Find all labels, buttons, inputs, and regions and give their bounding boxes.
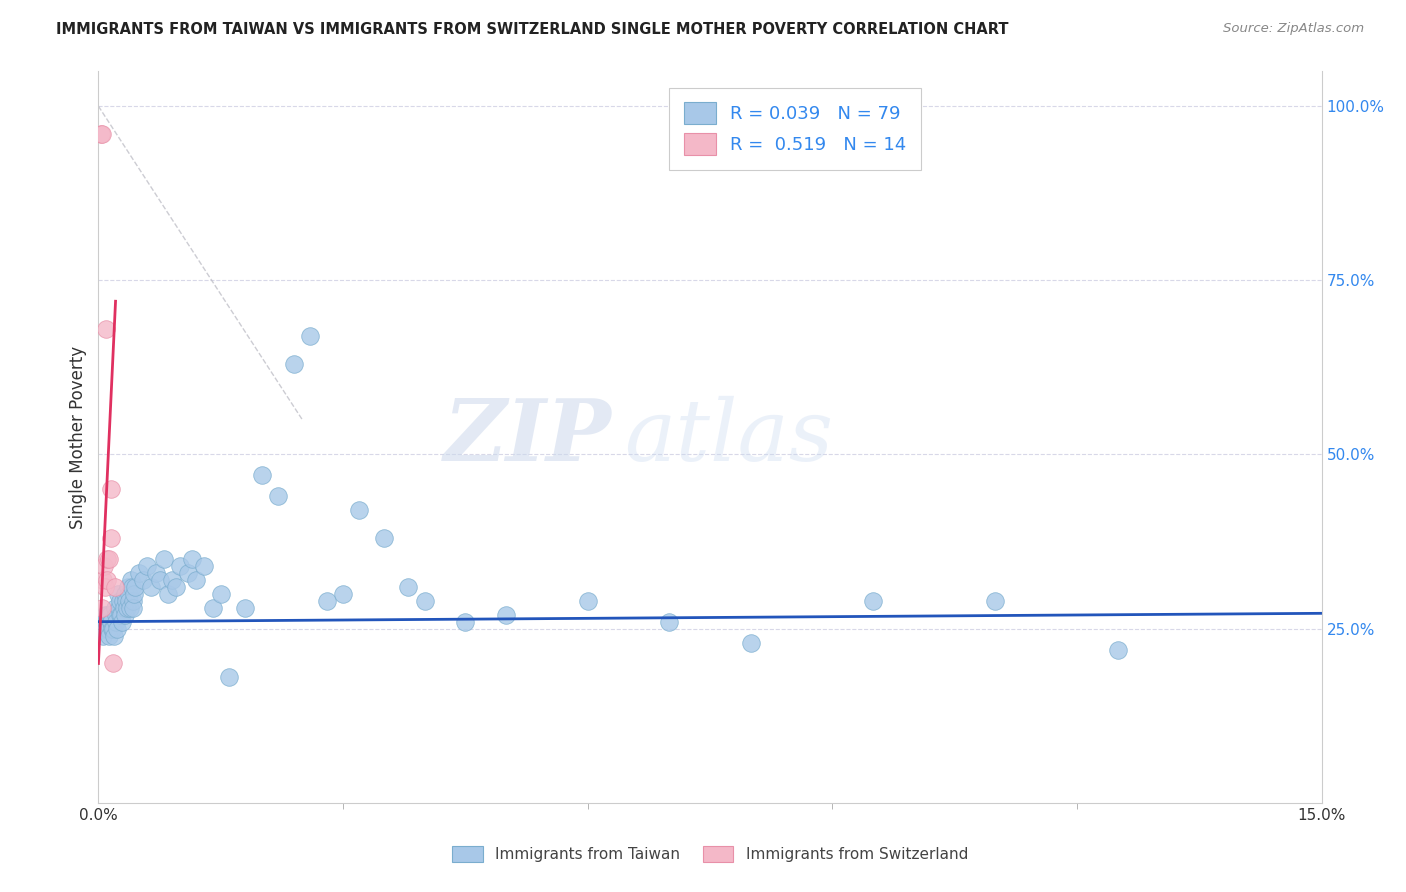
Point bbox=[93, 558, 115, 573]
Point bbox=[145, 566, 167, 580]
Point bbox=[193, 558, 215, 573]
Point bbox=[110, 594, 132, 608]
Point bbox=[90, 127, 112, 141]
Point bbox=[332, 587, 354, 601]
Point bbox=[110, 607, 132, 622]
Point bbox=[128, 566, 150, 580]
Point bbox=[120, 573, 142, 587]
Point bbox=[186, 573, 208, 587]
Point bbox=[98, 629, 121, 643]
Text: atlas: atlas bbox=[624, 396, 834, 478]
Point bbox=[91, 600, 114, 615]
Point bbox=[862, 594, 884, 608]
Point bbox=[103, 629, 125, 643]
Point bbox=[96, 552, 118, 566]
Point bbox=[100, 531, 122, 545]
Point bbox=[121, 580, 143, 594]
Point bbox=[396, 580, 419, 594]
Point bbox=[96, 573, 118, 587]
Point bbox=[108, 600, 131, 615]
Point bbox=[94, 615, 117, 629]
Point bbox=[267, 489, 290, 503]
Point bbox=[111, 594, 134, 608]
Point bbox=[115, 594, 138, 608]
Point bbox=[98, 552, 121, 566]
Point bbox=[740, 635, 762, 649]
Point bbox=[94, 580, 117, 594]
Point bbox=[283, 357, 305, 371]
Point bbox=[121, 594, 143, 608]
Point bbox=[152, 552, 174, 566]
Point bbox=[132, 573, 155, 587]
Point bbox=[100, 615, 122, 629]
Point bbox=[454, 615, 477, 629]
Point bbox=[136, 558, 159, 573]
Point bbox=[112, 600, 135, 615]
Point bbox=[101, 657, 124, 671]
Point bbox=[120, 600, 142, 615]
Point bbox=[98, 607, 121, 622]
Point bbox=[114, 587, 136, 601]
Legend: Immigrants from Taiwan, Immigrants from Switzerland: Immigrants from Taiwan, Immigrants from … bbox=[446, 840, 974, 868]
Point bbox=[94, 322, 117, 336]
Point bbox=[108, 607, 131, 622]
Point bbox=[91, 629, 114, 643]
Point bbox=[149, 573, 172, 587]
Point bbox=[250, 468, 273, 483]
Point bbox=[107, 587, 129, 601]
Point bbox=[90, 127, 112, 141]
Y-axis label: Single Mother Poverty: Single Mother Poverty bbox=[69, 345, 87, 529]
Point bbox=[97, 622, 120, 636]
Point bbox=[299, 329, 322, 343]
Point bbox=[117, 580, 139, 594]
Point bbox=[94, 607, 117, 622]
Point bbox=[100, 483, 122, 497]
Point bbox=[115, 600, 138, 615]
Point bbox=[169, 558, 191, 573]
Point bbox=[111, 615, 134, 629]
Point bbox=[495, 607, 517, 622]
Point bbox=[373, 531, 395, 545]
Point bbox=[124, 580, 146, 594]
Point bbox=[141, 580, 163, 594]
Point bbox=[104, 607, 127, 622]
Point bbox=[90, 615, 112, 629]
Point bbox=[101, 622, 124, 636]
Point bbox=[96, 615, 118, 629]
Point bbox=[122, 600, 145, 615]
Point bbox=[104, 580, 127, 594]
Point bbox=[96, 607, 118, 622]
Point bbox=[209, 587, 232, 601]
Point bbox=[233, 600, 256, 615]
Point bbox=[105, 615, 128, 629]
Point bbox=[984, 594, 1007, 608]
Point bbox=[91, 622, 114, 636]
Point bbox=[658, 615, 681, 629]
Point bbox=[218, 670, 240, 684]
Point bbox=[118, 594, 141, 608]
Point bbox=[201, 600, 224, 615]
Point bbox=[315, 594, 337, 608]
Point bbox=[90, 622, 112, 636]
Point bbox=[100, 615, 122, 629]
Point bbox=[160, 573, 183, 587]
Point bbox=[1107, 642, 1129, 657]
Point bbox=[576, 594, 599, 608]
Point bbox=[177, 566, 200, 580]
Text: Source: ZipAtlas.com: Source: ZipAtlas.com bbox=[1223, 22, 1364, 36]
Point bbox=[105, 622, 128, 636]
Point bbox=[165, 580, 187, 594]
Point bbox=[413, 594, 436, 608]
Point bbox=[181, 552, 204, 566]
Text: IMMIGRANTS FROM TAIWAN VS IMMIGRANTS FROM SWITZERLAND SINGLE MOTHER POVERTY CORR: IMMIGRANTS FROM TAIWAN VS IMMIGRANTS FRO… bbox=[56, 22, 1008, 37]
Point bbox=[101, 622, 124, 636]
Point bbox=[91, 573, 114, 587]
Point bbox=[117, 587, 139, 601]
Text: ZIP: ZIP bbox=[444, 395, 612, 479]
Point bbox=[156, 587, 179, 601]
Point bbox=[124, 587, 146, 601]
Point bbox=[349, 503, 371, 517]
Point bbox=[114, 607, 136, 622]
Point bbox=[104, 600, 127, 615]
